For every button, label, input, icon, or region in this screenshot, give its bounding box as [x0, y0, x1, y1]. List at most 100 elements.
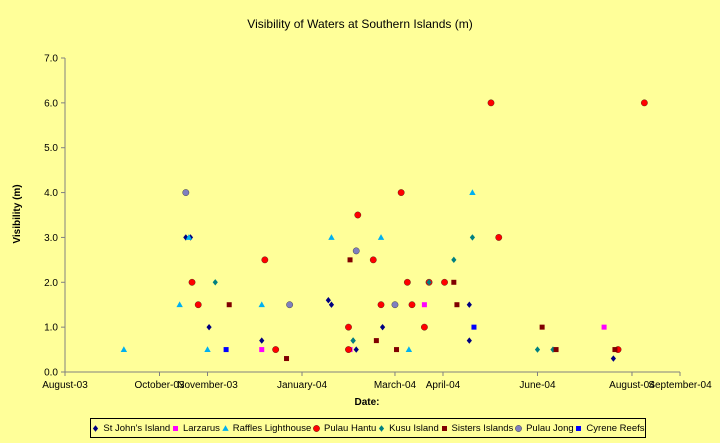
series-1 [259, 302, 607, 353]
data-point [534, 346, 541, 353]
series-5 [226, 257, 618, 362]
x-axis-label: Date: [354, 397, 379, 408]
x-tick-label: November-03 [177, 380, 238, 391]
data-point [391, 301, 399, 309]
x-tick-label: April-04 [426, 380, 461, 391]
y-tick-label: 3.0 [44, 233, 58, 244]
data-point [405, 346, 413, 352]
legend-item: Sisters Islands [440, 422, 514, 434]
data-point [325, 297, 331, 304]
data-point [379, 323, 386, 331]
chart-title: Visibility of Waters at Southern Islands… [247, 17, 472, 31]
data-point [466, 301, 472, 308]
x-tick-label: January-04 [277, 380, 327, 391]
data-point [353, 346, 359, 353]
data-point [272, 346, 280, 353]
data-point [466, 337, 472, 344]
data-point [471, 324, 477, 330]
data-point [553, 347, 559, 353]
data-point [328, 301, 335, 308]
data-point [373, 338, 379, 344]
data-point [352, 247, 360, 255]
data-point [345, 323, 352, 331]
legend-label: Larzarus [182, 422, 220, 434]
legend-marker [222, 424, 229, 431]
data-point [454, 302, 460, 308]
x-tick-label: August-04 [609, 380, 655, 391]
legend-marker [93, 424, 99, 432]
legend-label: Pulau Jong [526, 422, 574, 434]
data-point [328, 234, 335, 240]
data-point [469, 189, 476, 195]
y-tick-label: 7.0 [44, 54, 58, 65]
legend-label: Raffles Lighthouse [232, 422, 312, 434]
y-axis-label: Visibility (m) [12, 184, 23, 243]
data-point [212, 279, 218, 286]
data-point [188, 278, 196, 286]
legend-label: Cyrene Reefs [586, 422, 645, 434]
legend-item: St John's Island [91, 423, 170, 434]
legend: St John's Island Larzarus Raffles Lighthou… [90, 418, 646, 438]
data-point [451, 256, 457, 264]
legend-label: Pulau Hantu [324, 422, 377, 434]
series-7 [223, 324, 477, 353]
legend-marker-shape [93, 424, 99, 432]
data-point [495, 234, 503, 241]
legend-marker-shape [222, 424, 229, 431]
y-tick-label: 6.0 [44, 98, 58, 109]
data-point [185, 234, 193, 240]
axes: 0.0 1.0 2.0 3.0 4.0 5.0 6.0 7.0 August-03 October… [42, 54, 712, 392]
series-0 [183, 234, 616, 362]
legend-label: Kusu Island [389, 422, 439, 434]
data-point [610, 355, 616, 362]
data-point [377, 301, 385, 309]
legend-label: St John's Island [103, 422, 171, 434]
data-point [286, 301, 293, 309]
data-point [284, 356, 290, 362]
data-point [641, 99, 648, 107]
legend-item: Cyrene Reefs [574, 422, 645, 434]
y-tick-label: 1.0 [44, 323, 58, 334]
data-points [120, 99, 648, 362]
data-point [204, 346, 211, 352]
legend-marker [515, 424, 522, 432]
data-point [421, 323, 428, 331]
legend-marker [313, 424, 320, 432]
data-point [601, 324, 607, 330]
x-tick-label: August-03 [42, 380, 88, 391]
data-point [539, 324, 545, 330]
y-tick-label: 5.0 [44, 143, 58, 154]
data-point [404, 278, 411, 286]
legend-label: Sisters Islands [451, 422, 514, 434]
data-point [408, 301, 416, 309]
x-tick-label: October-03 [134, 380, 184, 391]
data-point [394, 347, 400, 353]
data-point [206, 323, 212, 331]
data-point [261, 256, 269, 264]
legend-marker-shape [515, 424, 522, 432]
legend-item: Raffles Lighthouse [221, 422, 312, 434]
legend-marker-shape [576, 425, 582, 431]
legend-marker [378, 424, 385, 432]
legend-marker-shape [441, 425, 447, 431]
legend-marker-shape [378, 424, 385, 432]
x-tick-label: June-04 [519, 380, 556, 391]
data-point [350, 337, 356, 344]
data-point [120, 346, 128, 352]
legend-item: Kusu Island [377, 423, 439, 434]
data-point [469, 234, 476, 241]
legend-item: Pulau Jong [514, 423, 574, 434]
data-point [397, 189, 405, 196]
series-6 [182, 189, 399, 309]
data-point [345, 346, 352, 353]
data-point [451, 279, 457, 285]
legend-item: Pulau Hantu [312, 423, 376, 434]
data-point [354, 211, 362, 219]
y-tick-label: 0.0 [44, 368, 58, 379]
y-tick-label: 2.0 [44, 278, 58, 289]
x-tick-label: March-04 [374, 380, 417, 391]
data-point [182, 189, 190, 196]
data-point [487, 99, 495, 107]
legend-marker [576, 425, 582, 431]
